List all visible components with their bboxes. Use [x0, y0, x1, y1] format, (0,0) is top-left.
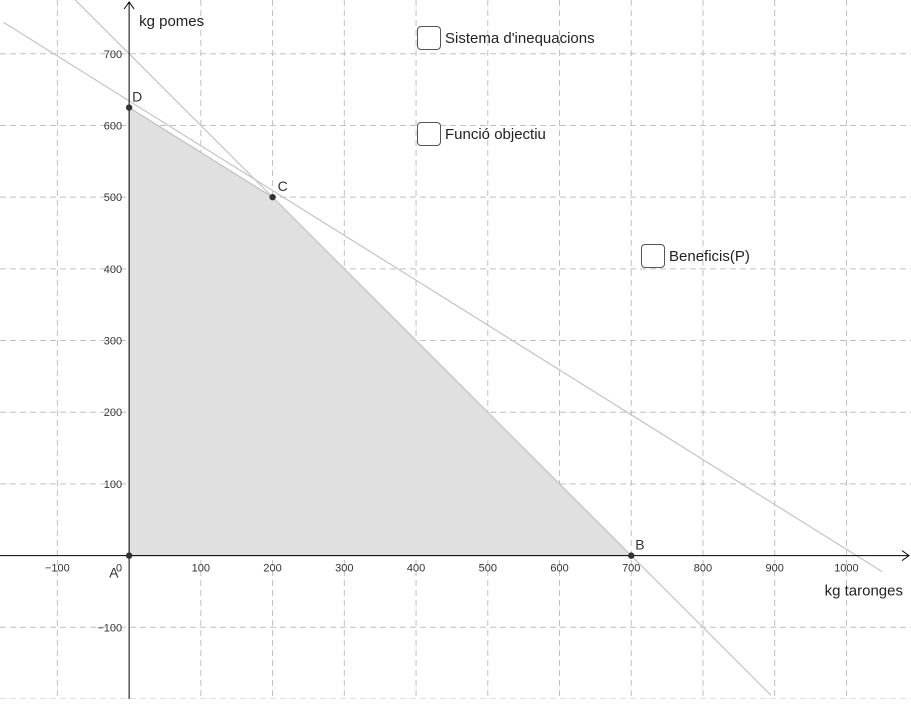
checkbox-label: Sistema d'inequacions [445, 29, 595, 47]
y-tick-label: 500 [104, 192, 122, 204]
checkbox-beneficis[interactable]: Beneficis(P) [641, 244, 750, 268]
x-tick-label: 0 [116, 563, 122, 575]
x-tick-label: 200 [263, 563, 281, 575]
y-axis-label: kg pomes [139, 13, 204, 30]
y-axis-arrow [123, 1, 135, 10]
x-tick-label: 800 [694, 563, 712, 575]
point-label-b: B [635, 537, 644, 553]
checkbox-label: Funció objectiu [445, 125, 546, 143]
point-label-a: A [109, 565, 119, 581]
y-tick-label: −100 [97, 622, 122, 634]
checkbox-box[interactable] [417, 26, 441, 50]
y-tick-label: 200 [104, 407, 122, 419]
checkbox-box[interactable] [641, 244, 665, 268]
point-c[interactable] [269, 193, 276, 201]
constraint-lines [3, 0, 883, 696]
point-b[interactable] [628, 552, 635, 559]
x-tick-label: 1000 [834, 563, 858, 575]
y-tick-label: 700 [104, 49, 122, 61]
x-tick-label: 400 [407, 563, 425, 575]
x-tick-label: −100 [45, 563, 70, 575]
checkbox-sistema-inequacions[interactable]: Sistema d'inequacions [417, 26, 595, 50]
vertex-points[interactable]: A B C D [109, 89, 644, 581]
constraint-line [74, 0, 772, 696]
y-tick-label: 600 [104, 120, 122, 132]
x-tick-label: 300 [335, 563, 353, 575]
y-tick-label: 100 [104, 479, 122, 491]
y-tick-label: 400 [104, 264, 122, 276]
x-tick-label: 100 [192, 563, 210, 575]
point-label-c: C [278, 178, 288, 194]
point-d[interactable] [125, 104, 133, 111]
x-tick-label: 500 [479, 563, 497, 575]
checkbox-funcio-objectiu[interactable]: Funció objectiu [417, 122, 546, 146]
x-axis-label: kg taronges [825, 583, 903, 600]
x-tick-label: 900 [766, 563, 784, 575]
checkbox-box[interactable] [417, 122, 441, 146]
y-tick-labels: −100 100 200 300 400 500 600 700 [97, 49, 122, 635]
point-a[interactable] [125, 552, 133, 559]
y-tick-label: 300 [104, 336, 122, 348]
point-label-d: D [132, 89, 142, 105]
feasible-region [128, 106, 633, 557]
x-tick-label: 600 [550, 563, 568, 575]
x-axis-arrow [901, 550, 910, 562]
x-tick-label: 700 [622, 563, 640, 575]
constraint-line [3, 21, 883, 573]
x-tick-labels: −100 0 100 200 300 400 500 600 700 800 900 1000 [45, 563, 859, 575]
checkbox-label: Beneficis(P) [669, 247, 750, 265]
